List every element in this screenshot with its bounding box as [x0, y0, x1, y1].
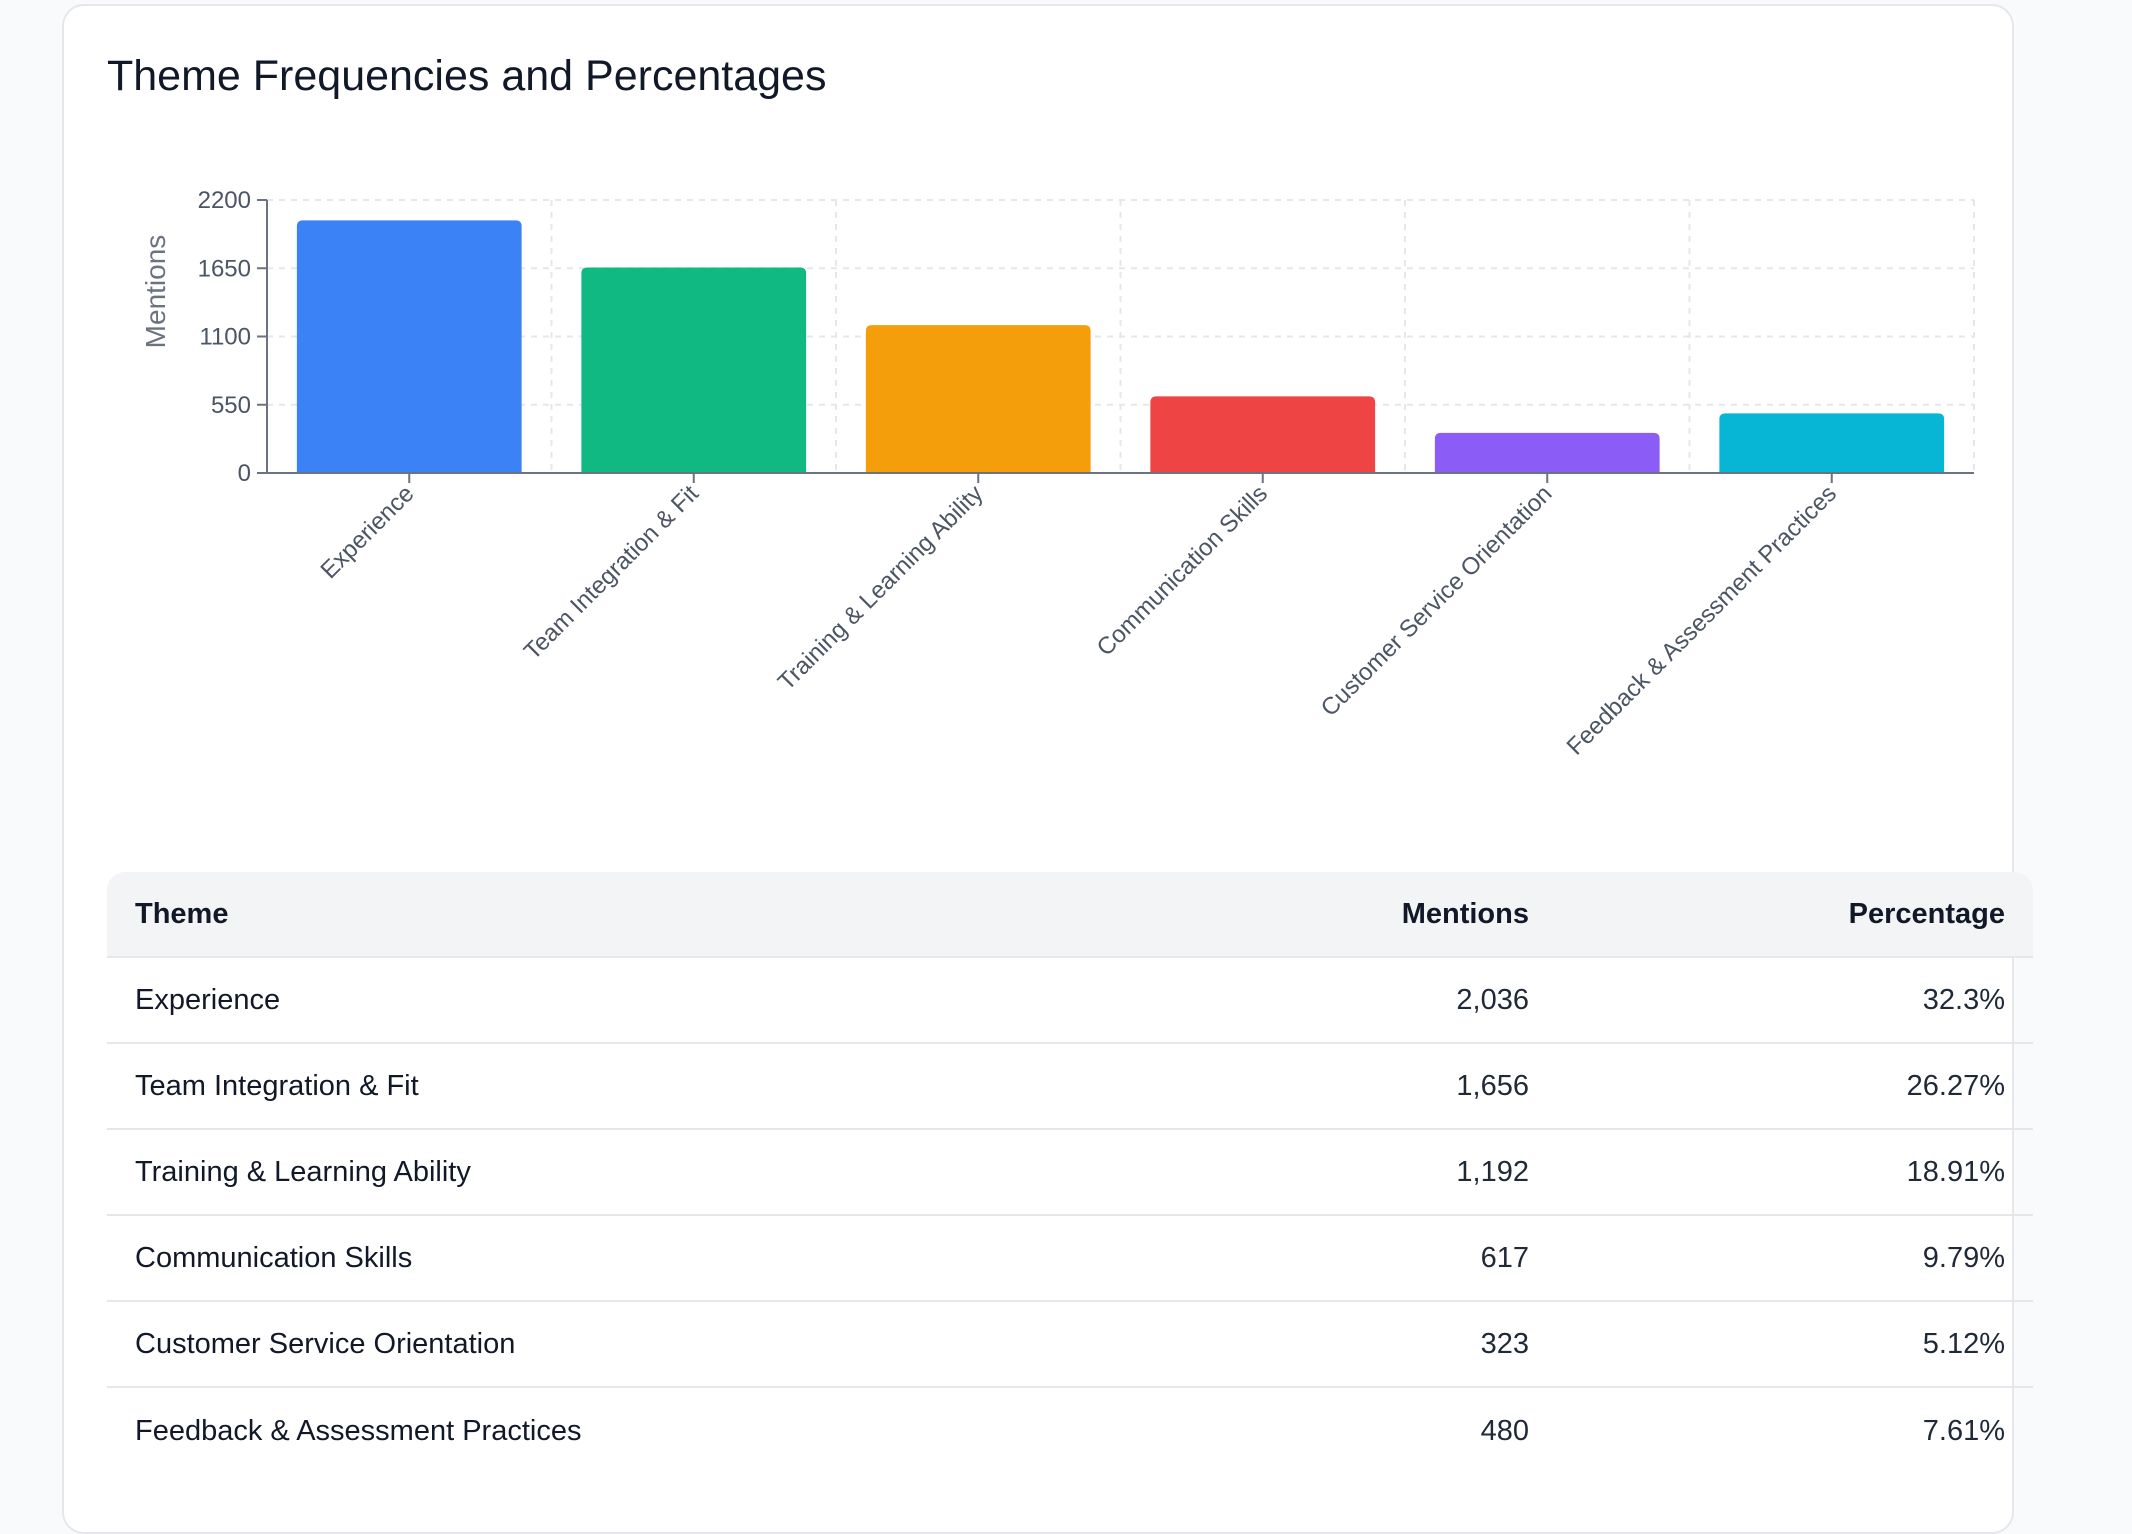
theme-table: Theme Mentions Percentage Experience 2,0… [107, 872, 2033, 1474]
bar [296, 220, 522, 473]
x-tick-label: Experience [315, 480, 419, 584]
chart-card: Theme Frequencies and Percentages 0 550 11… [62, 4, 2033, 1534]
cell-mentions: 1,656 [1207, 1044, 1557, 1130]
header-percentage[interactable]: Percentage [1557, 872, 2033, 958]
y-tick-label: 0 [238, 460, 251, 487]
cell-theme: Customer Service Orientation [107, 1302, 1207, 1388]
cell-mentions: 323 [1207, 1302, 1557, 1388]
table-row: Experience 2,036 32.3% [107, 958, 2033, 1044]
cell-mentions: 2,036 [1207, 958, 1557, 1044]
x-tick-label: Feedback & Assessment Practices [1562, 480, 1842, 760]
y-axis-label: Mentions [140, 235, 171, 349]
table-row: Training & Learning Ability 1,192 18.91% [107, 1130, 2033, 1216]
cell-mentions: 1,192 [1207, 1130, 1557, 1216]
y-tick-label: 1100 [199, 324, 251, 351]
x-tick-label: Training & Learning Ability [773, 480, 989, 696]
bar [865, 325, 1091, 473]
cell-mentions: 617 [1207, 1216, 1557, 1302]
table-row: Team Integration & Fit 1,656 26.27% [107, 1044, 2033, 1130]
table-header-row: Theme Mentions Percentage [107, 872, 2033, 958]
theme-table-container: Theme Mentions Percentage Experience 2,0… [107, 872, 2033, 1474]
table-row: Customer Service Orientation 323 5.12% [107, 1302, 2033, 1388]
cell-theme: Communication Skills [107, 1216, 1207, 1302]
x-tick-label: Communication Skills [1092, 480, 1273, 661]
header-theme[interactable]: Theme [107, 872, 1207, 958]
y-tick-label: 2200 [198, 187, 251, 214]
table-row: Feedback & Assessment Practices 480 7.61… [107, 1388, 2033, 1474]
cell-percentage: 5.12% [1557, 1302, 2033, 1388]
bar-chart-container: 0 550 1100 1650 2200 Experience Team Integrati… [64, 156, 2016, 796]
cell-theme: Feedback & Assessment Practices [135, 1414, 582, 1447]
bar [1150, 396, 1376, 473]
cell-theme: Team Integration & Fit [107, 1044, 1207, 1130]
x-tick-label: Team Integration & Fit [519, 480, 704, 665]
cell-theme: Training & Learning Ability [107, 1130, 1207, 1216]
cell-percentage: 26.27% [1557, 1044, 2033, 1130]
cell-percentage: 9.79% [1557, 1216, 2033, 1302]
cell-percentage: 7.61% [1922, 1414, 2005, 1447]
bar [1719, 413, 1945, 473]
table-row: Communication Skills 617 9.79% [107, 1216, 2033, 1302]
x-tick-label: Customer Service Orientation [1316, 480, 1558, 722]
y-tick-label: 1650 [198, 255, 251, 282]
cell-percentage: 18.91% [1557, 1130, 2033, 1216]
cell-mentions: 480 [1480, 1414, 1529, 1447]
bar [581, 267, 807, 473]
cell-percentage: 32.3% [1557, 958, 2033, 1044]
card-title: Theme Frequencies and Percentages [107, 52, 827, 100]
bar-chart: 0 550 1100 1650 2200 Experience Team Integrati… [140, 187, 1975, 761]
bar [1434, 432, 1660, 473]
cell-theme: Experience [107, 958, 1207, 1044]
y-tick-label: 550 [211, 392, 251, 419]
header-mentions[interactable]: Mentions [1207, 872, 1557, 958]
